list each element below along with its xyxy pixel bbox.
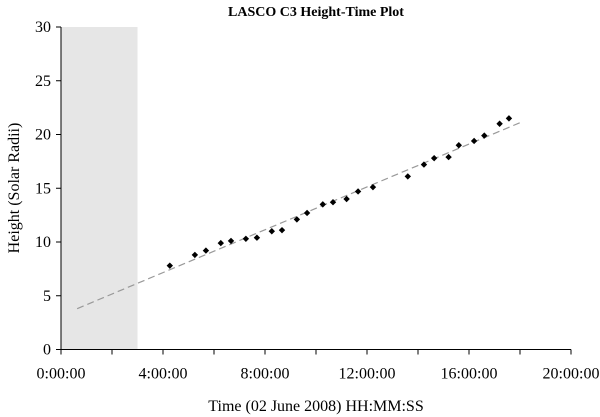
x-tick-label: 0:00:00 (37, 366, 86, 383)
x-tick-label: 16:00:00 (441, 366, 498, 383)
x-axis-label: Time (02 June 2008) HH:MM:SS (208, 398, 423, 415)
data-point (445, 153, 452, 161)
data-point (329, 199, 337, 206)
chart-title: LASCO C3 Height-Time Plot (228, 5, 404, 20)
data-point (227, 237, 235, 245)
data-point (166, 262, 173, 269)
data-point (354, 188, 362, 195)
data-point (455, 142, 462, 149)
data-point (505, 115, 513, 122)
data-point (242, 235, 250, 242)
data-point (253, 234, 261, 241)
data-point (293, 216, 301, 223)
y-tick-label: 5 (43, 288, 51, 305)
y-tick-label: 15 (35, 180, 51, 197)
x-tick-label: 4:00:00 (139, 366, 188, 383)
data-point (369, 183, 377, 191)
y-tick-label: 30 (35, 19, 51, 36)
fit-line (76, 121, 523, 310)
data-point (470, 137, 478, 145)
data-point (191, 251, 199, 259)
x-tick-label: 20:00:00 (543, 366, 600, 383)
data-point (268, 228, 275, 235)
y-tick-label: 20 (35, 127, 51, 144)
y-tick-label: 25 (35, 73, 51, 90)
x-tick-label: 12:00:00 (339, 366, 396, 383)
data-point (481, 132, 488, 139)
data-point (319, 201, 326, 208)
y-tick-label: 10 (35, 234, 51, 251)
data-point (217, 239, 224, 247)
data-point (343, 195, 350, 203)
y-axis-label: Height (Solar Radii) (6, 123, 23, 254)
y-tick-label: 0 (43, 342, 51, 359)
data-point (496, 120, 503, 127)
data-point (420, 161, 428, 168)
data-point (278, 226, 286, 234)
data-point (404, 173, 411, 180)
data-point (303, 209, 311, 217)
data-point (202, 247, 210, 254)
x-tick-label: 8:00:00 (241, 366, 290, 383)
shaded-region (61, 27, 138, 350)
data-point (430, 154, 438, 162)
